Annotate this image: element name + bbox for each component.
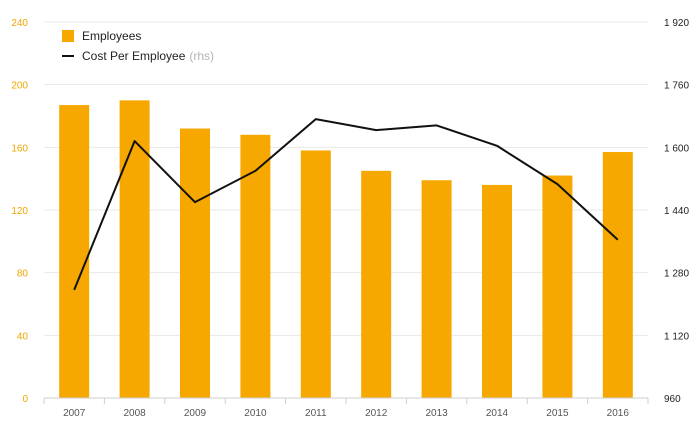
y-left-tick-label: 40 — [17, 331, 29, 342]
y-right-tick-label: 1 920 — [664, 18, 689, 29]
bar — [361, 170, 392, 398]
x-tick-label: 2012 — [365, 408, 388, 419]
y-right-tick-label: 1 120 — [664, 331, 689, 342]
legend-rhs-note: (rhs) — [189, 49, 215, 63]
y-right-tick-label: 1 440 — [664, 206, 689, 217]
y-right-tick-label: 1 280 — [664, 269, 689, 280]
legend-label-employees: Employees — [82, 29, 142, 43]
y-right-tick-label: 1 760 — [664, 81, 689, 92]
x-tick-label: 2009 — [184, 408, 207, 419]
legend-label-cost-per-employee: Cost Per Employee — [82, 49, 186, 63]
bar — [482, 184, 512, 398]
x-tick-label: 2015 — [546, 408, 569, 419]
bar — [180, 128, 210, 399]
x-tick-label: 2010 — [244, 408, 267, 419]
x-tick-label: 2013 — [425, 408, 448, 419]
bar — [240, 134, 271, 399]
axes: 0 40 80 120 160 200 240 960 1 120 1 280 1 440 1 600… — [11, 18, 689, 419]
legend-line-swatch — [62, 55, 74, 57]
bar — [300, 150, 331, 398]
y-left-tick-label: 200 — [11, 81, 28, 92]
legend-item-cost-per-employee: Cost Per Employee (rhs) — [62, 46, 214, 66]
bar-series — [59, 100, 633, 399]
bar — [602, 152, 633, 398]
y-right-tick-label: 1 600 — [664, 143, 689, 154]
legend-item-employees: Employees — [62, 26, 214, 46]
y-right-tick-label: 960 — [664, 394, 681, 405]
line-series — [73, 118, 619, 291]
x-tick-label: 2007 — [63, 408, 86, 419]
bar — [421, 180, 452, 398]
y-left-tick-label: 120 — [11, 206, 28, 217]
y-left-tick-label: 160 — [11, 143, 28, 154]
y-left-tick-label: 0 — [22, 394, 28, 405]
bar — [59, 105, 90, 399]
x-tick-label: 2011 — [305, 408, 327, 419]
x-tick-label: 2008 — [123, 408, 146, 419]
x-tick-label: 2014 — [486, 408, 509, 419]
bar — [119, 100, 150, 398]
y-left-tick-label: 80 — [17, 269, 29, 280]
y-left-tick-label: 240 — [11, 18, 28, 29]
bar — [542, 175, 573, 398]
legend: Employees Cost Per Employee (rhs) — [62, 26, 214, 66]
legend-bar-swatch — [62, 30, 74, 42]
cost-per-employee-line — [73, 118, 619, 291]
x-tick-label: 2016 — [607, 408, 630, 419]
